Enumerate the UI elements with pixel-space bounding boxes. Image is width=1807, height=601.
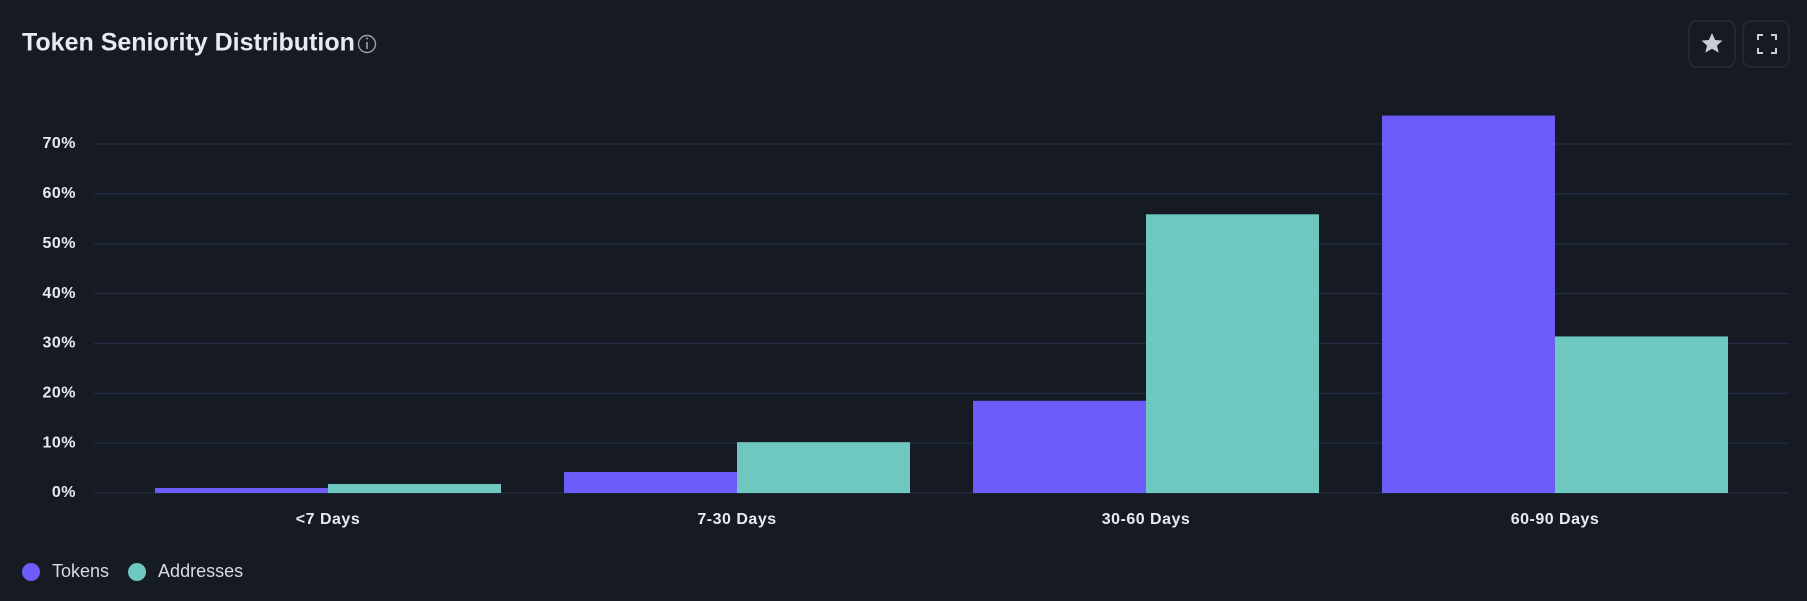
legend-item[interactable]: Tokens — [22, 561, 109, 581]
bar — [564, 472, 737, 493]
bar — [973, 400, 1146, 493]
bar — [328, 484, 501, 493]
y-tick-label: 50% — [42, 235, 76, 252]
legend-swatch — [128, 563, 147, 581]
y-tick-label: 70% — [42, 135, 76, 152]
bar — [1146, 214, 1319, 493]
y-tick-label: 10% — [42, 434, 76, 451]
bar — [1382, 115, 1555, 494]
x-tick-label: 30-60 Days — [1102, 511, 1191, 528]
info-dot — [366, 37, 368, 40]
info-icon[interactable] — [357, 34, 377, 54]
x-tick-label: 60-90 Days — [1511, 511, 1600, 528]
expand-icon — [1757, 34, 1777, 54]
x-tick-label: 7-30 Days — [697, 511, 776, 528]
bar — [155, 488, 328, 493]
y-tick-label: 20% — [42, 385, 76, 402]
legend-swatch — [22, 563, 40, 581]
chart-title: Token Seniority Distribution — [22, 29, 355, 57]
y-tick-label: 30% — [42, 335, 76, 352]
y-tick-label: 40% — [42, 285, 76, 302]
fullscreen-button[interactable] — [1742, 20, 1790, 68]
bar — [1555, 336, 1728, 493]
button-frame — [1742, 20, 1790, 68]
x-tick-label: <7 Days — [296, 511, 360, 528]
y-tick-label: 0% — [52, 484, 76, 501]
legend-label: Tokens — [52, 561, 109, 581]
info-circle — [357, 34, 377, 54]
legend-item[interactable]: Addresses — [128, 561, 243, 581]
star-icon — [1701, 33, 1723, 53]
favorite-button[interactable] — [1688, 20, 1736, 68]
legend-label: Addresses — [158, 561, 243, 581]
bar — [737, 442, 910, 493]
y-tick-label: 60% — [42, 185, 76, 202]
